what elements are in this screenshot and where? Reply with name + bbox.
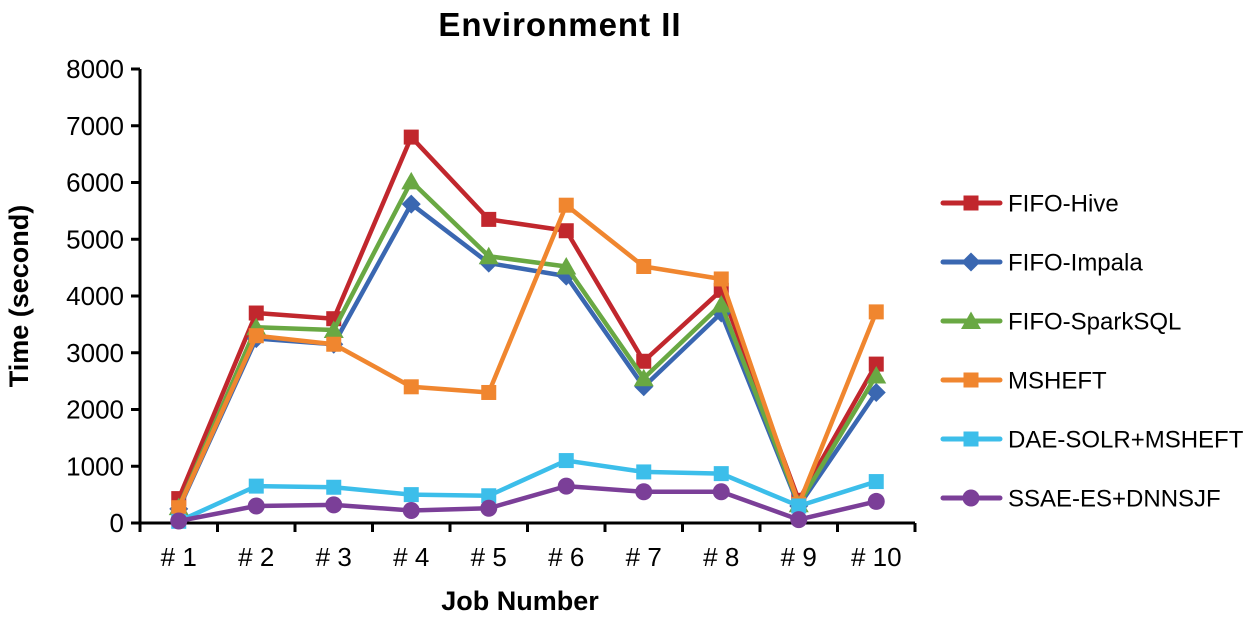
x-tick-label: # 6 — [548, 542, 584, 572]
data-point-marker — [635, 483, 653, 501]
data-point-marker — [247, 497, 265, 515]
data-point-marker — [557, 477, 575, 495]
axes: 0 1000 2000 3000 4000 5000 6000 7000 8000 # 1 # 2 #… — [66, 54, 917, 572]
data-point-marker — [325, 496, 343, 514]
data-point-marker — [636, 258, 652, 274]
series-FIFO-Impala — [169, 194, 886, 519]
x-tick-label: # 5 — [471, 542, 507, 572]
legend-label: FIFO-SparkSQL — [1008, 309, 1181, 336]
data-point-marker — [403, 129, 419, 145]
legend-marker-square-icon — [963, 195, 979, 211]
data-point-marker — [556, 256, 577, 275]
data-point-marker — [712, 483, 730, 501]
data-point-marker — [713, 271, 729, 287]
data-point-marker — [558, 223, 574, 239]
data-point-marker — [866, 365, 887, 384]
x-tick-label: # 4 — [393, 542, 429, 572]
y-tick-label: 0 — [110, 508, 124, 538]
data-point-marker — [711, 295, 732, 313]
legend-label: MSHEFT — [1008, 368, 1107, 395]
legend-marker-circle-icon — [962, 489, 980, 507]
data-point-marker — [790, 511, 808, 529]
x-axis-label: Job Number — [441, 586, 599, 616]
data-point-marker — [403, 379, 419, 395]
x-tick-label: # 1 — [161, 542, 197, 572]
x-tick-label: # 8 — [703, 542, 739, 572]
data-point-marker — [402, 502, 420, 520]
data-point-marker — [478, 246, 499, 265]
y-tick-label: 7000 — [66, 111, 124, 141]
legend-marker-square-icon — [963, 372, 979, 388]
legend-item: SSAE-ES+DNNSJF — [940, 486, 1221, 513]
legend-marker-square-icon — [963, 431, 979, 447]
series-line — [176, 202, 879, 510]
data-point-marker — [868, 304, 884, 320]
legend-marker-diamond-icon — [961, 252, 981, 272]
y-tick-label: 5000 — [66, 224, 124, 254]
x-tick-label: # 3 — [316, 542, 352, 572]
y-tick-label: 3000 — [66, 338, 124, 368]
data-point-marker — [326, 479, 342, 495]
legend-item: FIFO-Hive — [940, 191, 1119, 218]
data-point-marker — [866, 382, 886, 402]
chart-title: Environment II — [438, 6, 681, 43]
data-point-marker — [480, 499, 498, 517]
data-point-marker — [713, 466, 729, 482]
data-point-marker — [868, 356, 884, 372]
legend-label: DAE-SOLR+MSHEFT — [1008, 427, 1244, 454]
data-point-marker — [248, 305, 264, 321]
data-point-marker — [481, 488, 497, 504]
y-tick-label: 6000 — [66, 168, 124, 198]
x-tick-label: # 2 — [238, 542, 274, 572]
data-point-marker — [248, 328, 264, 344]
y-tick-label: 2000 — [66, 395, 124, 425]
data-point-marker — [481, 384, 497, 400]
data-point-marker — [636, 464, 652, 480]
data-point-marker — [636, 353, 652, 369]
legend-item: DAE-SOLR+MSHEFT — [940, 427, 1244, 454]
series-SSAE-ES+DNNSJF — [170, 477, 885, 530]
x-tick-label: # 9 — [781, 542, 817, 572]
data-point-marker — [248, 478, 264, 494]
legend-label: FIFO-Hive — [1008, 191, 1119, 218]
legend-item: FIFO-SparkSQL — [940, 309, 1181, 336]
data-point-marker — [868, 474, 884, 490]
series-line — [176, 134, 879, 503]
legend: FIFO-Hive FIFO-Impala FIFO-SparkSQL MSHEFT D… — [940, 191, 1244, 513]
series-line — [176, 483, 879, 524]
data-point-marker — [633, 368, 654, 387]
y-tick-label: 8000 — [66, 54, 124, 84]
data-point-marker — [171, 500, 187, 516]
legend-marker-triangle-icon — [961, 311, 981, 329]
data-point-marker — [558, 453, 574, 469]
x-tick-label: # 7 — [626, 542, 662, 572]
series-line — [176, 201, 879, 512]
y-tick-label: 1000 — [66, 451, 124, 481]
data-point-marker — [401, 171, 422, 190]
data-point-marker — [326, 336, 342, 352]
series-line — [176, 179, 879, 510]
series-MSHEFT — [171, 197, 884, 516]
legend-label: FIFO-Impala — [1008, 250, 1143, 277]
x-tick-label: # 10 — [851, 542, 902, 572]
legend-label: SSAE-ES+DNNSJF — [1008, 486, 1221, 513]
legend-item: FIFO-Impala — [940, 250, 1143, 277]
data-point-marker — [323, 320, 344, 339]
series-layer — [168, 129, 887, 530]
series-line — [176, 458, 879, 524]
y-axis-label: Time (second) — [4, 205, 34, 388]
series-DAE-SOLR+MSHEFT — [171, 453, 884, 529]
data-point-marker — [481, 211, 497, 227]
data-point-marker — [558, 197, 574, 213]
data-point-marker — [791, 498, 807, 514]
legend-item: MSHEFT — [940, 368, 1107, 395]
data-point-marker — [403, 487, 419, 503]
data-point-marker — [867, 492, 885, 510]
y-tick-label: 4000 — [66, 281, 124, 311]
data-point-marker — [170, 512, 188, 530]
data-point-marker — [401, 194, 421, 214]
